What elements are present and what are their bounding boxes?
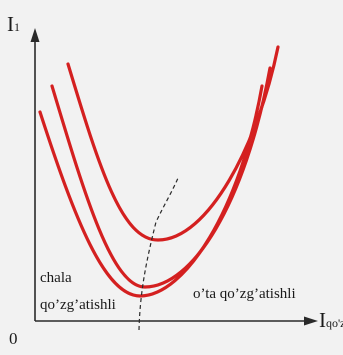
minimum-locus-dashed-line (138, 177, 179, 331)
x-axis-label-main: I (319, 308, 326, 332)
under-excited-label-line1: chala (40, 270, 72, 286)
y-axis-arrow (30, 28, 40, 42)
under-excited-label-line2: qo’zg’atishli (40, 297, 116, 313)
x-axis-label: Iqo'z (319, 308, 343, 333)
v-curve-upper (66, 45, 280, 242)
x-axis-label-subscript: qo'z (326, 316, 343, 330)
over-excited-label: o’ta qo’zg’atishli (193, 286, 296, 302)
y-axis-label-subscript: 1 (14, 20, 20, 34)
v-curve-middle (50, 66, 272, 289)
y-axis-label: I1 (7, 12, 20, 37)
origin-label: 0 (9, 329, 18, 348)
v-curve-lower (38, 84, 264, 298)
x-axis-arrow (304, 316, 318, 326)
y-axis-label-main: I (7, 12, 14, 36)
